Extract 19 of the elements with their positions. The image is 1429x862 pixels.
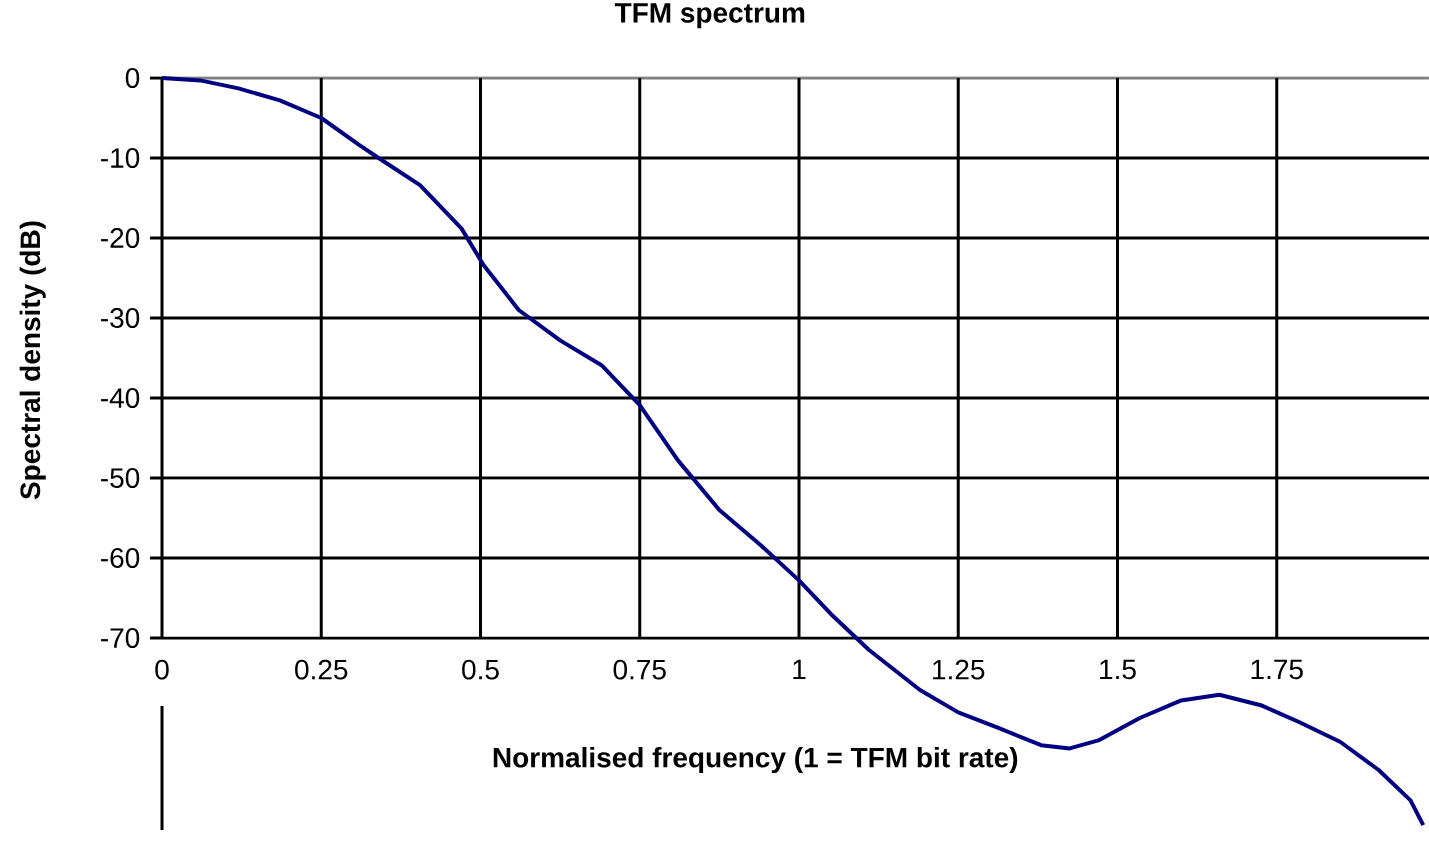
- y-tick-label: -40: [101, 388, 140, 408]
- x-axis-title: Normalised frequency (1 = TFM bit rate): [493, 746, 1018, 774]
- y-tick-label: -70: [101, 628, 140, 648]
- x-tick-label: 0.5: [462, 659, 499, 680]
- x-tick-label: 1.5: [1100, 659, 1136, 680]
- y-tick-label: -50: [101, 468, 140, 488]
- chart-title: TFM spectrum: [614, 3, 805, 29]
- y-tick-label: -30: [101, 308, 140, 328]
- x-tick-label: 0: [155, 659, 169, 680]
- x-tick-label: 0.25: [295, 659, 348, 680]
- x-tick-label: 1.25: [933, 659, 985, 680]
- y-tick-label: -20: [101, 228, 140, 248]
- x-tick-label: 1: [793, 659, 806, 679]
- x-tick-label: 0.75: [613, 659, 666, 680]
- y-axis-title: Spectral density (dB): [19, 221, 46, 500]
- y-tick-label: 0: [125, 68, 140, 88]
- x-tick-label: 1.75: [1251, 659, 1303, 680]
- y-tick-label: -60: [101, 548, 140, 568]
- y-tick-label: -10: [101, 148, 140, 168]
